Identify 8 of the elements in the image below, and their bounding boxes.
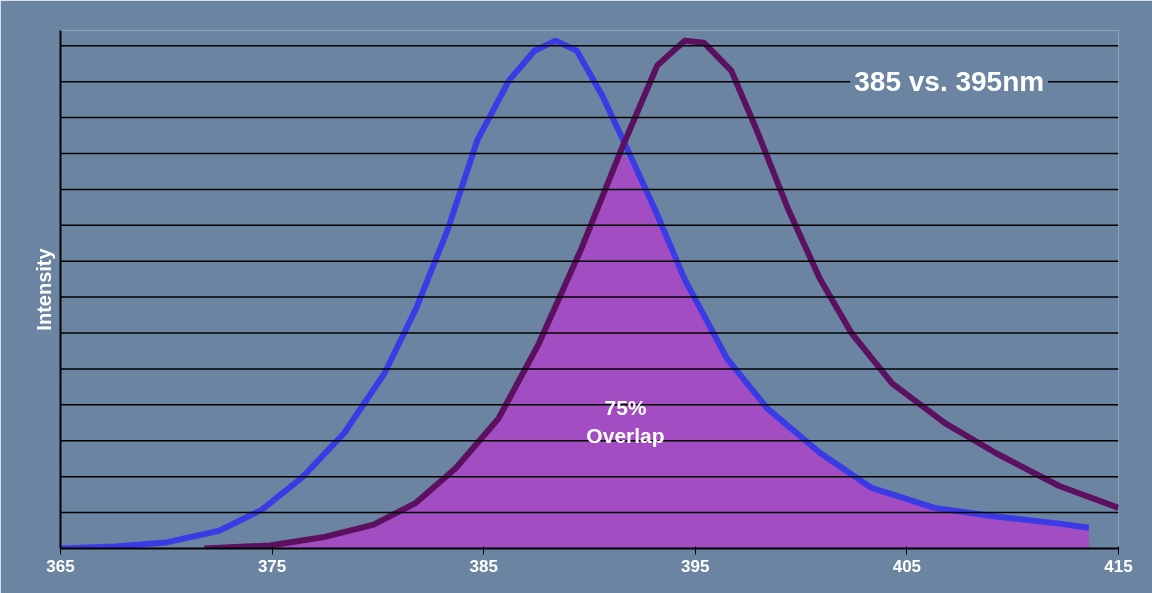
x-tick-label: 365 xyxy=(46,556,75,576)
x-tick-label: 375 xyxy=(257,556,287,576)
x-tick-label: 395 xyxy=(681,556,710,576)
annotation: 385 vs. 395nm xyxy=(854,65,1045,97)
x-tick-label: 385 xyxy=(469,556,498,576)
y-axis-title: Intensity xyxy=(32,247,55,331)
x-tick-label: 405 xyxy=(892,556,922,576)
x-tick-label: 415 xyxy=(1104,556,1133,576)
